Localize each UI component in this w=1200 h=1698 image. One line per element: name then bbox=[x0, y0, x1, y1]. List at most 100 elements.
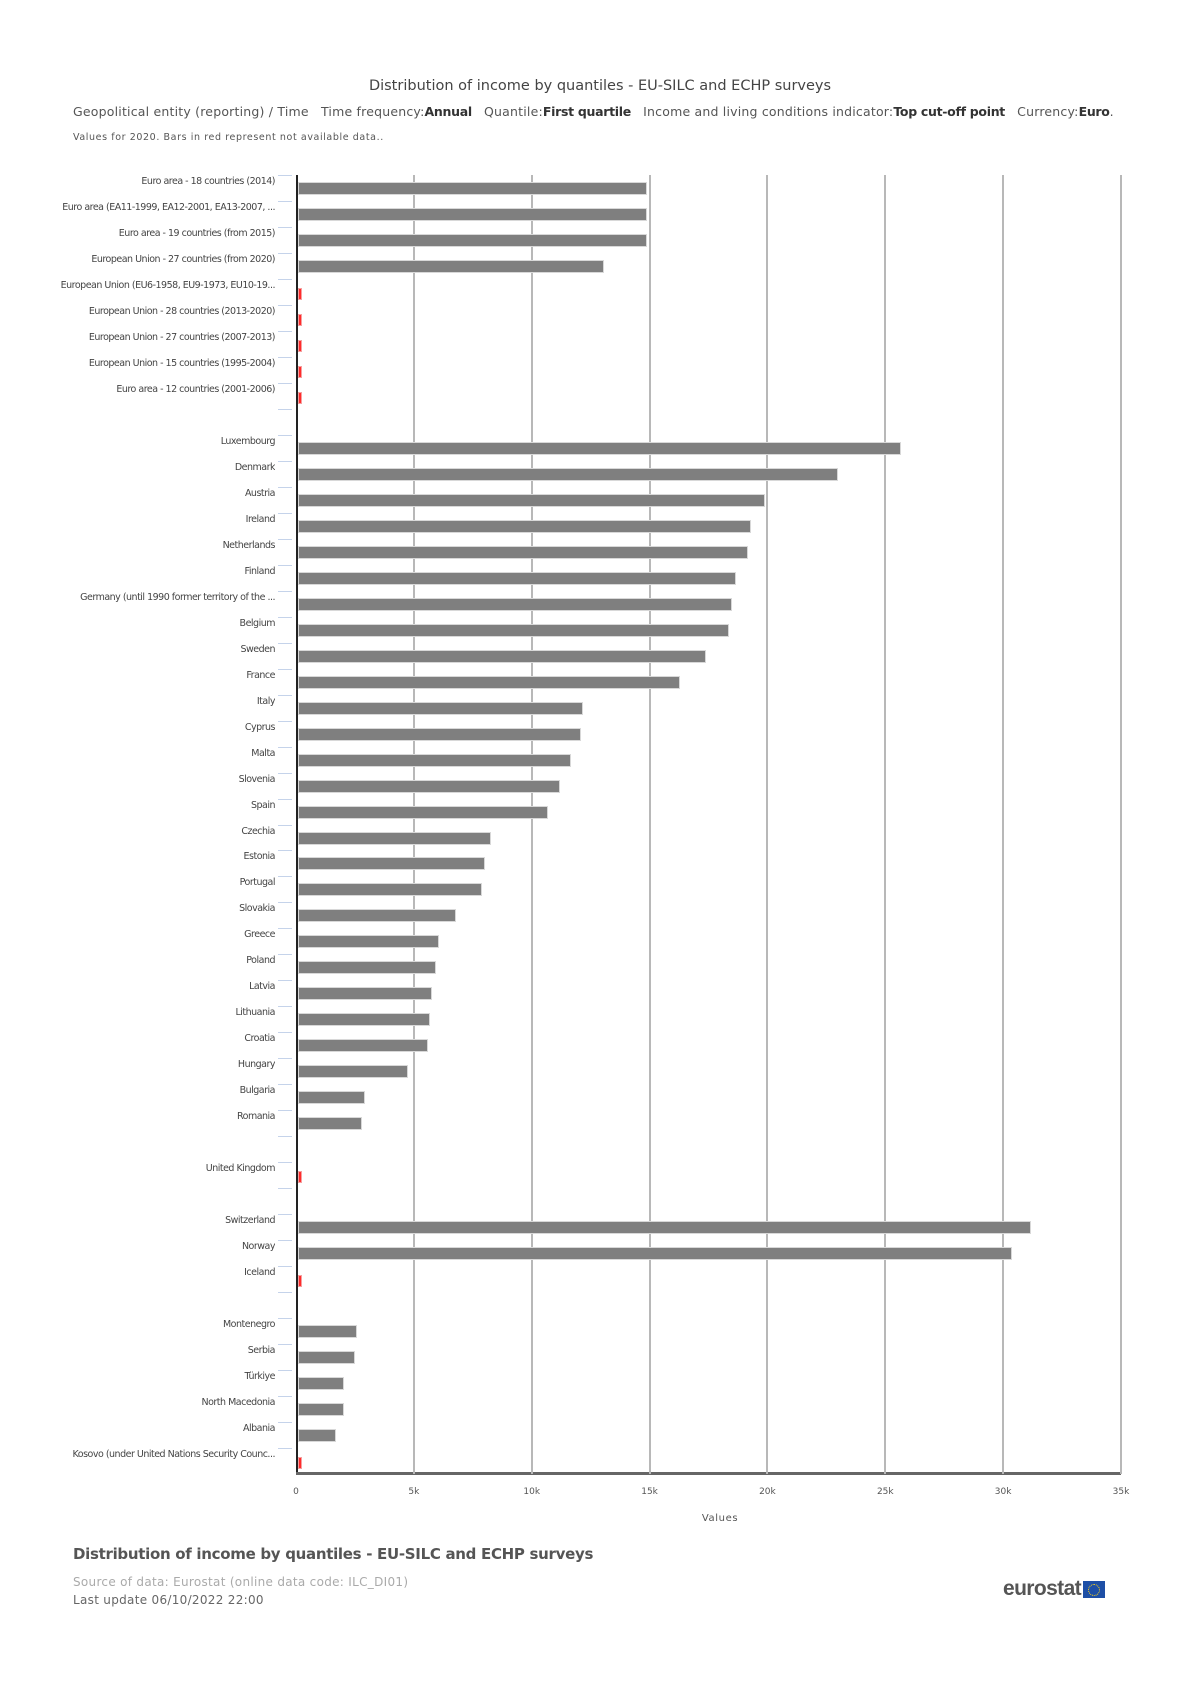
gridline bbox=[530, 175, 533, 1474]
bar[interactable] bbox=[298, 233, 647, 247]
bar[interactable] bbox=[298, 597, 732, 611]
bar[interactable] bbox=[298, 961, 436, 975]
bar-not-available[interactable] bbox=[298, 1457, 302, 1470]
bar[interactable] bbox=[298, 545, 749, 559]
chart-row: Albania bbox=[0, 1422, 1121, 1449]
bar-not-available[interactable] bbox=[298, 365, 302, 378]
y-tick bbox=[278, 408, 292, 410]
category-label: Slovakia bbox=[239, 903, 275, 915]
bar[interactable] bbox=[298, 831, 492, 845]
chart-note: Values for 2020. Bars in red represent n… bbox=[73, 132, 384, 143]
y-tick bbox=[278, 564, 292, 566]
bar[interactable] bbox=[298, 649, 706, 663]
subtitle-end: . bbox=[1109, 104, 1114, 119]
bar[interactable] bbox=[298, 1039, 428, 1053]
time-frequency-value: Annual bbox=[424, 104, 473, 119]
chart-row: North Macedonia bbox=[0, 1396, 1121, 1423]
category-label: Germany (until 1990 former territory of … bbox=[80, 591, 275, 603]
chart-subtitle: Geopolitical entity (reporting) / Time T… bbox=[73, 104, 1133, 119]
bar[interactable] bbox=[298, 1325, 357, 1339]
bar[interactable] bbox=[298, 857, 486, 871]
chart-row: Belgium bbox=[0, 616, 1121, 644]
bar[interactable] bbox=[298, 259, 605, 273]
bar[interactable] bbox=[298, 779, 560, 793]
category-label: Denmark bbox=[234, 461, 275, 473]
bar[interactable] bbox=[298, 441, 902, 455]
bar[interactable] bbox=[298, 701, 584, 715]
bar[interactable] bbox=[298, 1065, 408, 1079]
category-label: Hungary bbox=[237, 1059, 275, 1071]
bar-not-available[interactable] bbox=[298, 1171, 302, 1184]
y-tick bbox=[278, 772, 292, 774]
x-tick-label: 35k bbox=[1112, 1487, 1130, 1497]
bar-not-available[interactable] bbox=[298, 313, 302, 326]
category-label: Malta bbox=[251, 747, 275, 759]
chart-row: Sweden bbox=[0, 642, 1121, 670]
category-label: Lithuania bbox=[235, 1007, 275, 1019]
category-label: European Union - 28 countries (2013-2020… bbox=[88, 305, 275, 317]
bar[interactable] bbox=[298, 1013, 430, 1027]
eurostat-logo: eurostat bbox=[1003, 1577, 1106, 1600]
bar[interactable] bbox=[298, 883, 482, 897]
chart-row: Euro area (EA11-1999, EA12-2001, EA13-20… bbox=[0, 200, 1121, 228]
chart-row: Italy bbox=[0, 694, 1121, 722]
chart-row: European Union - 27 countries (2007-2013… bbox=[0, 330, 1121, 358]
y-tick bbox=[278, 1032, 292, 1034]
footer-title: Distribution of income by quantiles - EU… bbox=[73, 1545, 594, 1563]
bar-not-available[interactable] bbox=[298, 391, 302, 404]
category-label: Estonia bbox=[243, 851, 275, 863]
bar[interactable] bbox=[298, 467, 838, 481]
bar[interactable] bbox=[298, 675, 680, 689]
bar[interactable] bbox=[298, 1429, 336, 1443]
bar[interactable] bbox=[298, 753, 572, 767]
gridline bbox=[648, 175, 651, 1474]
bar[interactable] bbox=[298, 1351, 355, 1365]
bar[interactable] bbox=[298, 623, 730, 637]
bar[interactable] bbox=[298, 207, 647, 221]
bar[interactable] bbox=[298, 1247, 1013, 1261]
y-axis-line bbox=[296, 175, 298, 1474]
bar[interactable] bbox=[298, 493, 765, 507]
category-label: Kosovo (under United Nations Security Co… bbox=[72, 1449, 275, 1461]
y-tick bbox=[278, 434, 292, 436]
chart-row: Switzerland bbox=[0, 1214, 1121, 1241]
category-label: European Union - 27 countries (from 2020… bbox=[91, 253, 275, 265]
bar[interactable] bbox=[298, 935, 440, 949]
y-tick bbox=[278, 1162, 292, 1164]
bar[interactable] bbox=[298, 1117, 362, 1131]
chart-row: Euro area - 12 countries (2001-2006) bbox=[0, 382, 1121, 410]
chart-row bbox=[0, 1188, 1121, 1215]
chart-row: Serbia bbox=[0, 1344, 1121, 1371]
bar[interactable] bbox=[298, 727, 581, 741]
category-label: Czechia bbox=[241, 825, 275, 837]
bar[interactable] bbox=[298, 987, 433, 1001]
category-label: Norway bbox=[241, 1241, 275, 1253]
bar[interactable] bbox=[298, 182, 647, 195]
bar[interactable] bbox=[298, 1221, 1032, 1235]
y-tick bbox=[278, 1266, 292, 1268]
bar[interactable] bbox=[298, 805, 548, 819]
bar[interactable] bbox=[298, 519, 751, 533]
category-label: Montenegro bbox=[222, 1319, 275, 1331]
chart-row: European Union (EU6-1958, EU9-1973, EU10… bbox=[0, 278, 1121, 306]
chart-row: Hungary bbox=[0, 1058, 1121, 1085]
bar[interactable] bbox=[298, 1377, 344, 1391]
bar[interactable] bbox=[298, 1091, 366, 1105]
bar-not-available[interactable] bbox=[298, 287, 302, 300]
category-label: Romania bbox=[236, 1111, 275, 1123]
quantile-value: First quartile bbox=[542, 104, 631, 119]
y-tick bbox=[278, 1110, 292, 1112]
chart-row: Euro area - 18 countries (2014) bbox=[0, 175, 1121, 202]
y-tick bbox=[278, 616, 292, 618]
chart-row: European Union - 15 countries (1995-2004… bbox=[0, 356, 1121, 384]
y-tick bbox=[278, 746, 292, 748]
chart-row: United Kingdom bbox=[0, 1162, 1121, 1189]
category-label: European Union - 15 countries (1995-2004… bbox=[88, 357, 275, 369]
bar[interactable] bbox=[298, 909, 456, 923]
bar-not-available[interactable] bbox=[298, 1275, 302, 1288]
bar[interactable] bbox=[298, 1403, 344, 1417]
y-tick bbox=[278, 304, 292, 306]
bar-not-available[interactable] bbox=[298, 339, 302, 352]
y-tick bbox=[278, 928, 292, 930]
bar[interactable] bbox=[298, 571, 737, 585]
